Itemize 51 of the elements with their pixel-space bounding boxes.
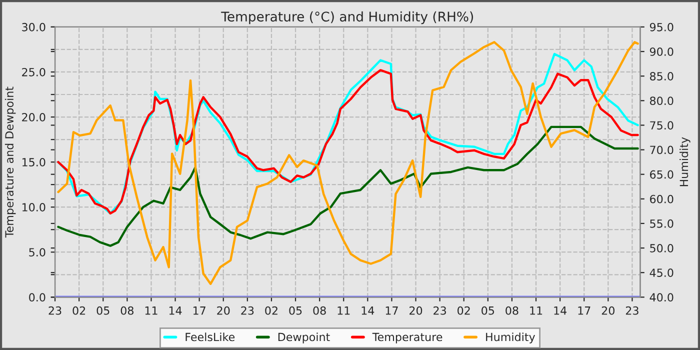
- x-tick-label: 14: [169, 306, 182, 315]
- y2-tick-label: 55.0: [650, 219, 674, 228]
- y-tick-label: 10.0: [22, 203, 46, 212]
- x-tick-label: 05: [289, 306, 302, 315]
- x-tick-label: 02: [458, 306, 470, 315]
- x-tick-label: 08: [506, 306, 518, 315]
- x-tick-label: 08: [313, 306, 326, 315]
- y2-tick-label: 65.0: [650, 170, 674, 179]
- y2-tick-label: 70.0: [650, 146, 674, 154]
- x-tick-label: 23: [241, 306, 254, 315]
- x-tick-label: 17: [193, 306, 206, 315]
- x-tick-label: 17: [386, 306, 398, 315]
- x-tick-label: 11: [530, 306, 542, 315]
- x-tick-label: 17: [578, 306, 590, 315]
- y-tick-label: 15.0: [22, 158, 46, 166]
- x-tick-label: 11: [338, 306, 350, 315]
- x-tick-label: 02: [72, 306, 86, 315]
- x-tick-label: 14: [554, 306, 566, 315]
- x-tick-label: 20: [217, 306, 230, 315]
- y-tick-label: 20.0: [22, 112, 46, 122]
- y-tick-label: 25.0: [22, 68, 46, 76]
- legend-label: Temperature: [372, 332, 442, 344]
- y2-tick-label: 60.0: [650, 194, 674, 204]
- y2-tick-label: 85.0: [650, 72, 674, 80]
- legend-label: Dewpoint: [278, 332, 330, 344]
- y-tick-label: 5.0: [29, 248, 46, 256]
- x-tick-label: 20: [410, 306, 422, 315]
- x-tick-label: 02: [265, 306, 278, 315]
- legend-label: Humidity: [486, 332, 536, 344]
- y2-tick-label: 40.0: [650, 293, 674, 302]
- y2-tick-label: 95.0: [650, 22, 674, 32]
- x-tick-label: 23: [434, 306, 446, 315]
- y2-tick-label: 75.0: [650, 121, 674, 130]
- y2-tick-label: 50.0: [650, 244, 674, 252]
- legend-label: FeelsLike: [186, 332, 235, 342]
- y2-axis-title: Humidity: [680, 137, 690, 186]
- chart-title: Temperature (°C) and Humidity (RH%): [221, 11, 473, 24]
- y2-tick-label: 45.0: [650, 268, 674, 277]
- x-tick-label: 23: [626, 306, 638, 315]
- y-tick-label: 30.0: [22, 22, 46, 32]
- x-tick-label: 23: [48, 306, 62, 315]
- x-tick-label: 20: [602, 306, 614, 315]
- x-tick-label: 05: [96, 306, 110, 315]
- x-tick-label: 05: [482, 306, 494, 315]
- x-tick-label: 11: [145, 306, 158, 315]
- x-tick-label: 14: [362, 306, 374, 315]
- y2-tick-label: 90.0: [650, 47, 674, 56]
- y2-tick-label: 80.0: [650, 96, 674, 106]
- x-tick-label: 08: [120, 306, 134, 315]
- y-axis-title: Temperature and Dewpoint: [4, 86, 16, 238]
- y-tick-label: 0.0: [29, 293, 46, 302]
